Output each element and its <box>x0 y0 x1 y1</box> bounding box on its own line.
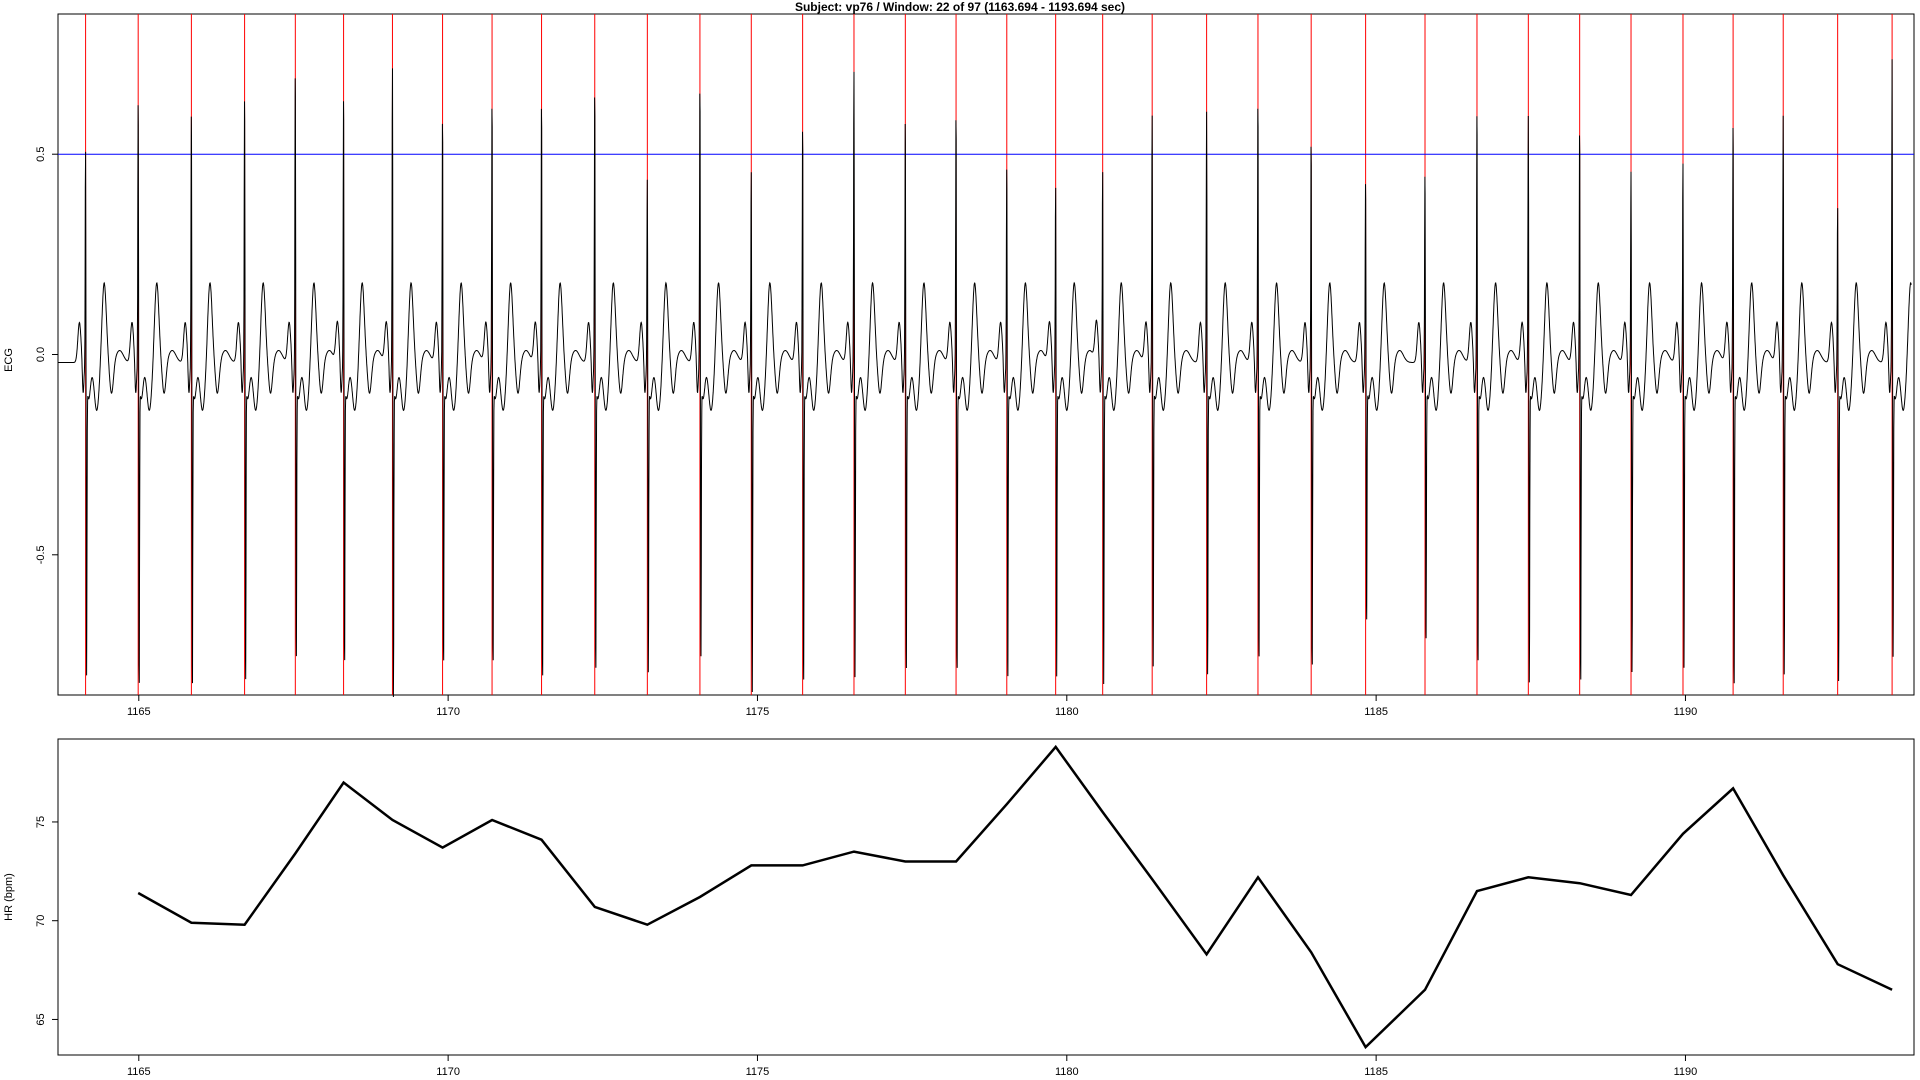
hr-y-tick-label: 75 <box>35 816 47 828</box>
ecg-plot-frame <box>57 13 1915 696</box>
ecg-panel: ECG 1165 1170 1175 1180 1185 1190 -0.5 0.0 0.5 <box>3 13 1915 718</box>
ecg-x-tick-label: 1165 <box>127 706 151 718</box>
hr-x-tick-label: 1175 <box>746 1066 770 1078</box>
hr-panel: HR (bpm) 1165 1170 1175 1180 1185 1190 65 70 75 <box>3 738 1915 1078</box>
hr-x-axis: 1165 1170 1175 1180 1185 1190 <box>127 1055 1697 1078</box>
hr-y-axis-label: HR (bpm) <box>3 873 15 921</box>
hr-x-tick-label: 1165 <box>127 1066 151 1078</box>
hr-y-axis: 65 70 75 <box>35 816 58 1026</box>
ecg-y-tick-label: -0.5 <box>35 545 47 564</box>
ecg-x-tick-label: 1185 <box>1364 706 1388 718</box>
ecg-y-axis-label: ECG <box>3 348 15 372</box>
hr-x-tick-label: 1170 <box>436 1066 460 1078</box>
r-peak-markers <box>85 14 1893 695</box>
ecg-signal-trace <box>58 59 1912 698</box>
ecg-x-tick-label: 1175 <box>746 706 770 718</box>
ecg-y-tick-label: 0.0 <box>35 347 47 362</box>
ecg-y-axis: -0.5 0.0 0.5 <box>35 147 58 564</box>
hr-y-tick-label: 70 <box>35 915 47 927</box>
hr-y-tick-label: 65 <box>35 1013 47 1025</box>
ecg-x-tick-label: 1170 <box>436 706 460 718</box>
ecg-x-tick-label: 1190 <box>1674 706 1698 718</box>
hr-x-tick-label: 1185 <box>1364 1066 1388 1078</box>
hr-series-line <box>137 744 1893 1050</box>
plot-title: Subject: vp76 / Window: 22 of 97 (1163.6… <box>794 0 1126 14</box>
hr-x-tick-label: 1180 <box>1055 1066 1079 1078</box>
ecg-y-tick-label: 0.5 <box>35 147 47 162</box>
ecg-x-tick-label: 1180 <box>1055 706 1079 718</box>
ecg-x-axis: 1165 1170 1175 1180 1185 1190 <box>127 695 1697 718</box>
hr-plot-frame <box>57 738 1915 1056</box>
hr-x-tick-label: 1190 <box>1674 1066 1698 1078</box>
